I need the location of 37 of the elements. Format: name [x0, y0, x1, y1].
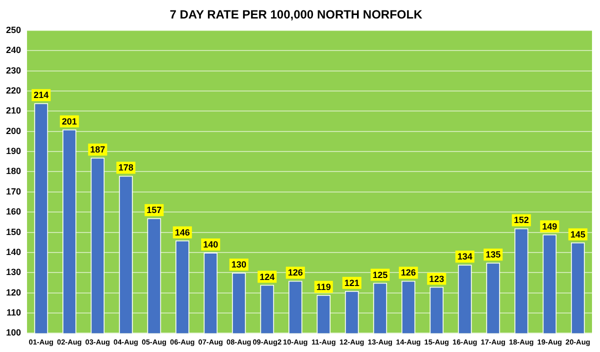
data-label: 149 — [542, 221, 558, 232]
data-label: 157 — [146, 205, 162, 216]
y-tick-label: 210 — [6, 106, 22, 116]
y-tick-label: 250 — [6, 24, 22, 35]
data-label: 135 — [486, 250, 501, 260]
data-label: 187 — [90, 144, 106, 155]
data-label: 201 — [62, 116, 77, 126]
chart-title: 7 DAY RATE PER 100,000 NORTH NORFOLK — [170, 8, 423, 22]
data-label: 125 — [372, 270, 388, 280]
y-tick-label: 120 — [6, 287, 22, 298]
data-label: 119 — [316, 282, 331, 292]
data-label: 178 — [118, 162, 134, 173]
data-label: 152 — [514, 215, 529, 226]
data-label: 146 — [174, 227, 190, 238]
data-label: 214 — [34, 90, 49, 100]
y-tick-label: 110 — [6, 308, 22, 318]
data-label: 123 — [429, 274, 444, 284]
data-label: 145 — [570, 229, 586, 240]
data-label: 126 — [400, 268, 416, 278]
y-tick-label: 130 — [6, 267, 22, 278]
y-tick-label: 140 — [6, 246, 22, 257]
data-label: 140 — [203, 239, 218, 250]
data-label: 124 — [260, 272, 275, 282]
y-tick-label: 100 — [6, 328, 22, 338]
y-tick-label: 230 — [6, 65, 22, 76]
y-tick-label: 170 — [6, 186, 22, 196]
y-tick-label: 190 — [6, 146, 22, 156]
y-tick-label: 200 — [6, 126, 22, 136]
data-label: 134 — [457, 252, 472, 262]
data-label: 126 — [288, 268, 303, 278]
y-tick-label: 180 — [6, 166, 22, 176]
data-label: 130 — [231, 260, 246, 270]
y-tick-label: 220 — [6, 85, 22, 96]
data-label: 121 — [344, 278, 360, 288]
y-tick-label: 150 — [6, 226, 22, 237]
y-tick-label: 160 — [6, 206, 22, 217]
y-tick-label: 240 — [6, 45, 22, 56]
